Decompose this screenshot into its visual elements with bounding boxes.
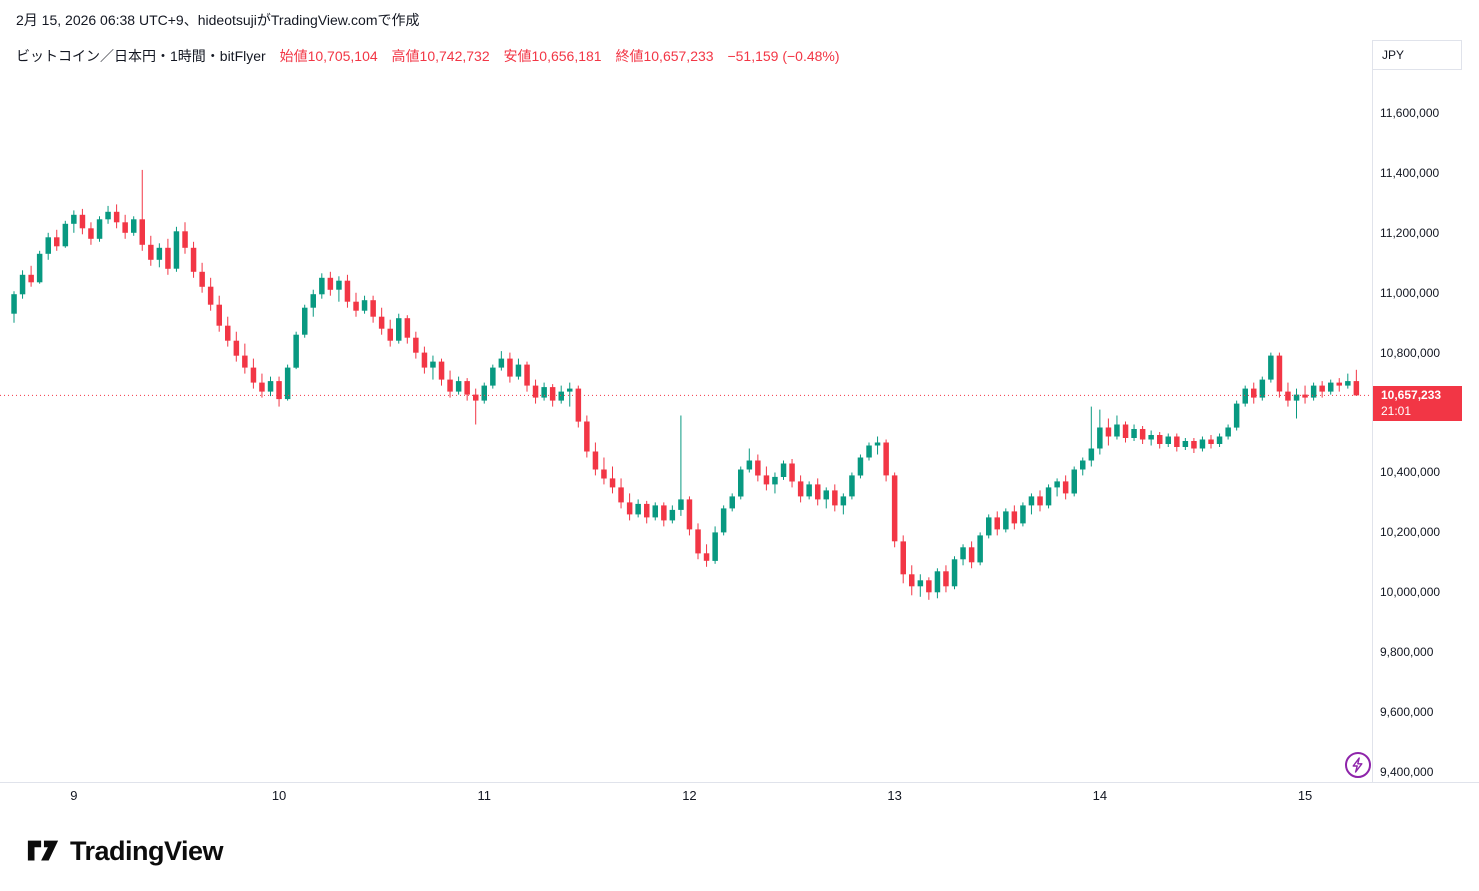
symbol-title[interactable]: ビットコイン／日本円・1時間・bitFlyer — [16, 48, 266, 64]
time-tick-label: 9 — [70, 788, 78, 803]
price-tick-label: 11,000,000 — [1380, 285, 1440, 300]
price-tick-label: 9,800,000 — [1380, 645, 1434, 660]
price-tick-label: 11,600,000 — [1380, 106, 1440, 120]
open-value: 10,705,104 — [307, 48, 378, 64]
lightning-icon — [1352, 757, 1363, 773]
last-price-badge: 10,657,233 21:01 — [1373, 386, 1462, 422]
price-tick-label: 10,000,000 — [1380, 585, 1441, 600]
creation-caption: 2月 15, 2026 06:38 UTC+9、hideotsujiがTradi… — [16, 12, 420, 28]
candlestick-chart[interactable] — [0, 0, 1372, 782]
price-tick-label: 11,200,000 — [1380, 225, 1440, 240]
time-axis-border — [0, 782, 1479, 783]
price-tick-label: 11,400,000 — [1380, 165, 1440, 180]
high-value: 10,742,732 — [419, 48, 490, 64]
open-label: 始値 — [279, 48, 308, 64]
tradingview-wordmark: TradingView — [70, 836, 224, 866]
ohlc-high: 高値10,742,732 — [392, 48, 490, 64]
ohlc-low: 安値10,656,181 — [504, 48, 602, 64]
close-label: 終値 — [615, 48, 644, 64]
time-tick-label: 10 — [271, 788, 287, 803]
time-tick-label: 14 — [1092, 788, 1108, 803]
time-tick-label: 15 — [1297, 788, 1313, 803]
currency-label: JPY — [1382, 48, 1405, 62]
change-value: −51,159 (−0.48%) — [727, 48, 840, 64]
time-tick-label: 13 — [887, 788, 902, 803]
chart-legend: ビットコイン／日本円・1時間・bitFlyer 始値10,705,104 高値1… — [16, 46, 840, 66]
currency-label-box: JPY — [1372, 40, 1462, 70]
price-tick-label: 9,400,000 — [1380, 765, 1434, 779]
close-value: 10,657,233 — [643, 48, 714, 64]
high-label: 高値 — [391, 48, 420, 64]
bar-countdown: 21:01 — [1381, 404, 1412, 419]
price-tick-label: 10,400,000 — [1380, 465, 1441, 480]
tradingview-branding[interactable]: TradingView — [26, 836, 224, 867]
low-value: 10,656,181 — [531, 48, 602, 64]
time-tick-label: 12 — [682, 788, 697, 803]
last-price-value: 10,657,233 — [1381, 388, 1442, 403]
tradingview-logo-icon — [27, 840, 59, 860]
price-axis-border — [1372, 40, 1373, 782]
boost-button[interactable] — [1345, 752, 1371, 778]
price-tick-label: 10,800,000 — [1380, 345, 1441, 360]
ohlc-open: 始値10,705,104 — [280, 48, 378, 64]
ohlc-close: 終値10,657,233 — [615, 48, 713, 64]
time-tick-label: 11 — [477, 788, 492, 803]
low-label: 安値 — [503, 48, 532, 64]
price-tick-label: 10,200,000 — [1380, 525, 1441, 540]
price-tick-label: 9,600,000 — [1380, 705, 1434, 720]
